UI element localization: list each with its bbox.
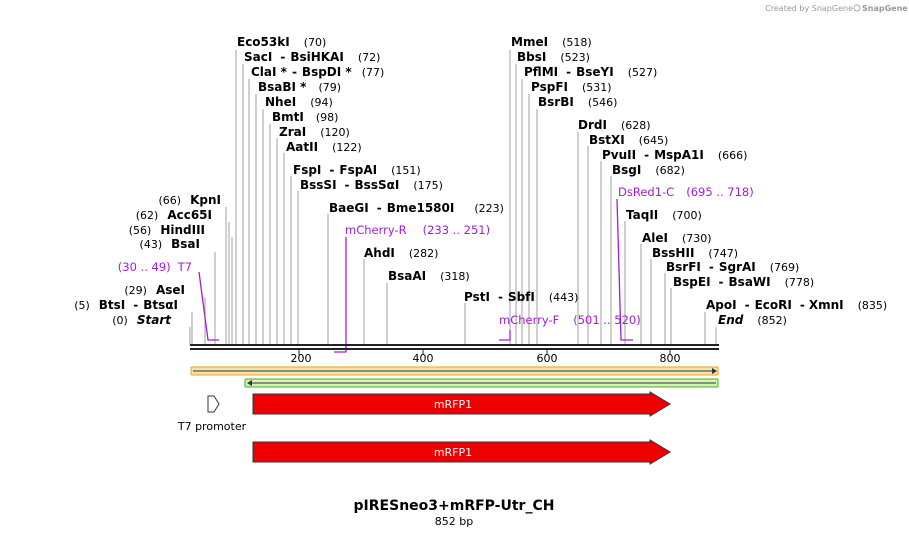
label-end: End (852) <box>718 313 787 327</box>
snapgene-logo-text: SnapGene <box>862 4 908 13</box>
t7-promoter-arrow-icon <box>207 395 220 413</box>
axis-tick-800: 800 <box>660 352 681 365</box>
credit-text: Created by SnapGene <box>765 4 853 13</box>
primer-dsred-label: DsRed1-C (695 .. 718) <box>618 185 754 199</box>
enzyme-asei: (29) AseI <box>124 283 185 297</box>
axis-ticks <box>298 350 671 355</box>
primer-mcherry-r-mark <box>334 237 347 353</box>
enzyme-mmei: MmeI (518) <box>511 35 592 49</box>
t7-promoter-label: T7 promoter <box>177 420 247 433</box>
primer-mcherry-r-label: mCherry-R (233 .. 251) <box>345 223 490 237</box>
enzyme-aatii: AatII (122) <box>286 140 362 154</box>
enzyme-bmti: BmtI (98) <box>272 110 338 124</box>
enzyme-pvuii: PvuII - MspA1I (666) <box>602 148 747 162</box>
enzyme-clai: ClaI * - BspDI * (77) <box>251 65 384 79</box>
enzyme-saci: SacI - BsiHKAI (72) <box>244 50 380 64</box>
enzyme-psti: PstI - SbfI (443) <box>464 290 578 304</box>
enzyme-acc65i: (62) Acc65I <box>136 208 212 222</box>
primer-marks <box>198 198 633 353</box>
mrfp1-arrow-b <box>252 439 671 465</box>
enzyme-apoi: ApoI - EcoRI - XmnI (835) <box>706 298 887 312</box>
enzyme-bsssi: BssSI - BssSαI (175) <box>300 178 443 192</box>
enzyme-bsrbi: BsrBI (546) <box>538 95 617 109</box>
enzyme-eco53ki: Eco53kI (70) <box>237 35 326 49</box>
enzyme-taqii: TaqII (700) <box>626 208 702 222</box>
mrfp1-label-a: mRFP1 <box>434 398 472 411</box>
enzyme-bspei: BspEI - BsaWI (778) <box>673 275 814 289</box>
axis-tick-400: 400 <box>413 352 434 365</box>
enzyme-bstxi: BstXI (645) <box>589 133 668 147</box>
primer-t7-mark <box>198 271 219 341</box>
label-start: (0) Start <box>112 313 172 327</box>
enzyme-ahdi: AhdI (282) <box>364 246 438 260</box>
enzyme-bsgi: BsgI (682) <box>612 163 685 177</box>
enzyme-bsrfi: BsrFI - SgrAI (769) <box>666 260 799 274</box>
plasmid-title: pIRESneo3+mRFP-Utr_CH <box>354 498 555 514</box>
enzyme-kpni: (66) KpnI <box>159 193 222 207</box>
orf-reverse-arrowhead <box>247 380 252 386</box>
orf-forward-arrowhead <box>712 368 717 374</box>
backbone-bottom-strand <box>190 348 719 350</box>
orf-tracks <box>190 366 719 388</box>
enzyme-labels-leftside: (66) KpnI (62) Acc65I (56) HindIII (43) BsaI… <box>74 193 221 327</box>
mrfp1-arrow-a <box>252 391 671 417</box>
enzyme-fspi: FspI - FspAI (151) <box>293 163 421 177</box>
primer-mcherry-f-label: mCherry-F (501 .. 520) <box>499 313 641 327</box>
backbone-top-strand <box>190 344 719 346</box>
enzyme-btsi: (5) BtsI - BtsαI <box>74 298 178 312</box>
enzyme-bsabi: BsaBI * (79) <box>258 80 341 94</box>
sequence-backbone: 200 400 600 800 <box>190 344 719 365</box>
primer-dsred-mark <box>616 198 633 341</box>
right-leader-lines <box>464 50 717 345</box>
enzyme-labels-left: Eco53kI (70) SacI - BsiHKAI (72) ClaI * - BspD… <box>237 35 504 283</box>
primer-labels: (30 .. 49) T7 mCherry-R (233 .. 251) mCher… <box>118 185 754 327</box>
enzyme-baegi: BaeGI - Bme1580I (223) <box>329 201 504 215</box>
snapgene-credit: Created by SnapGene SnapGene <box>765 4 908 13</box>
feature-t7-promoter: T7 promoter <box>177 395 247 433</box>
mrfp1-label-b: mRFP1 <box>434 446 472 459</box>
feature-mrfp1-b: mRFP1 <box>252 439 671 465</box>
enzyme-bsshii: BssHII (747) <box>652 246 738 260</box>
axis-tick-600: 600 <box>537 352 558 365</box>
enzyme-bsaai: BsaAI (318) <box>388 269 470 283</box>
enzyme-drdi: DrdI (628) <box>578 118 651 132</box>
enzyme-bbsi: BbsI (523) <box>517 50 590 64</box>
enzyme-zrai: ZraI (120) <box>279 125 350 139</box>
feature-mrfp1-a: mRFP1 <box>252 391 671 417</box>
enzyme-nhei: NheI (94) <box>265 95 333 109</box>
axis-tick-200: 200 <box>291 352 312 365</box>
enzyme-hindiii: (56) HindIII <box>129 223 205 237</box>
primer-mcherry-f-mark <box>499 330 511 341</box>
plasmid-length: 852 bp <box>435 515 473 528</box>
primer-t7-label: (30 .. 49) T7 <box>118 260 192 274</box>
enzyme-pflmi: PflMI - BseYI (527) <box>524 65 657 79</box>
enzyme-pspfi: PspFI (531) <box>531 80 612 94</box>
snapgene-logo-icon <box>853 4 861 12</box>
enzyme-bsai: (43) BsaI <box>140 237 200 251</box>
left-leader-lines <box>189 50 388 345</box>
enzyme-alei: AleI (730) <box>642 231 712 245</box>
enzyme-labels-right: MmeI (518) BbsI (523) PflMI - BseYI (527) Psp… <box>464 35 887 327</box>
